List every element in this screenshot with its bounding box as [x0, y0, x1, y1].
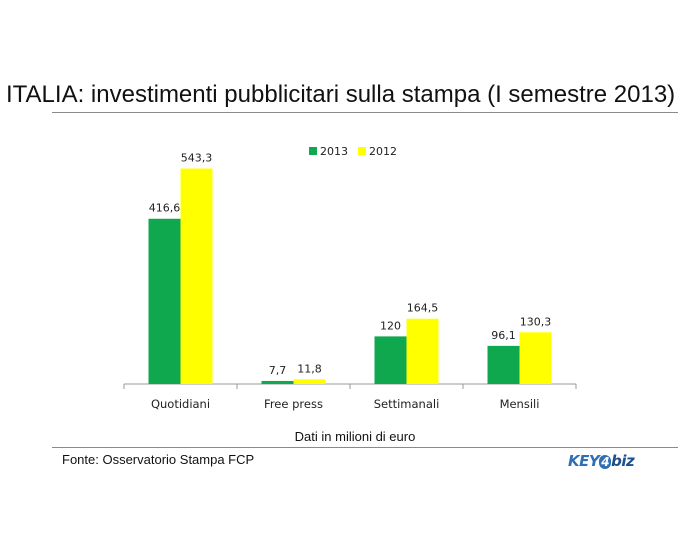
source-text: Fonte: Osservatorio Stampa FCP — [62, 452, 255, 467]
legend-label-2012: 2012 — [369, 145, 397, 158]
bar-2012-mensili — [519, 332, 552, 384]
bar-2012-free-press — [293, 379, 326, 384]
legend-label-2013: 2013 — [320, 145, 348, 158]
bar-2013-free-press — [261, 380, 294, 384]
category-label: Free press — [264, 397, 323, 411]
data-label: 96,1 — [491, 329, 516, 342]
bar-2013-quotidiani — [148, 218, 181, 384]
bar-2013-mensili — [487, 345, 520, 384]
category-label: Settimanali — [374, 397, 440, 411]
bar-chart: 2013 2012 416,6 543,3 7,7 11,8 120 164,5 96,1 13… — [123, 145, 577, 411]
data-label: 416,6 — [149, 202, 181, 215]
category-labels-group: Quotidiani Free press Settimanali Mensili — [151, 397, 539, 411]
data-label: 130,3 — [520, 315, 552, 328]
data-label: 7,7 — [269, 364, 287, 377]
chart-title: ITALIA: investimenti pubblicitari sulla … — [6, 81, 676, 108]
bar-2012-settimanali — [406, 318, 439, 384]
logo-text-biz: biz — [611, 452, 635, 470]
chart-legend: 2013 2012 — [309, 145, 397, 158]
legend-swatch-2012 — [358, 147, 366, 155]
title-divider — [52, 112, 678, 113]
footer-divider — [52, 447, 678, 448]
data-labels-group: 416,6 543,3 7,7 11,8 120 164,5 96,1 130,3 — [149, 151, 552, 376]
category-label: Quotidiani — [151, 397, 210, 411]
data-label: 11,8 — [297, 362, 322, 375]
x-axis — [123, 383, 577, 389]
data-label: 543,3 — [181, 151, 213, 164]
category-label: Mensili — [500, 397, 540, 411]
logo-text-key: KEY — [568, 452, 600, 470]
units-note: Dati in milioni di euro — [294, 429, 416, 444]
bars-group — [148, 168, 552, 384]
data-label: 120 — [380, 319, 401, 332]
bar-2013-settimanali — [374, 336, 407, 384]
data-label: 164,5 — [407, 302, 439, 315]
legend-swatch-2013 — [309, 147, 317, 155]
logo-text-4: 4 — [599, 455, 612, 469]
bar-2012-quotidiani — [180, 168, 213, 384]
key4biz-logo: KEY 4 biz — [568, 452, 635, 472]
